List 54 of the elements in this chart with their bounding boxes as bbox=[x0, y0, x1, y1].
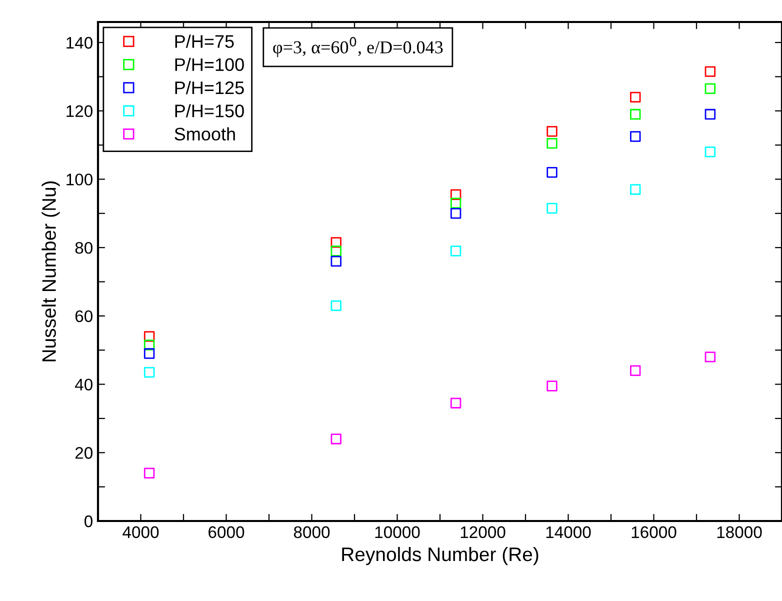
point bbox=[330, 300, 342, 312]
point bbox=[450, 398, 462, 408]
point bbox=[704, 66, 716, 77]
x-tick-label: 18000 bbox=[717, 526, 762, 538]
point bbox=[630, 365, 641, 376]
point bbox=[630, 184, 641, 195]
point bbox=[450, 246, 462, 256]
legend-label: P/H=150 bbox=[175, 104, 244, 118]
y-tick-label: 20 bbox=[75, 447, 92, 459]
point bbox=[704, 352, 716, 362]
x-tick-label: 12000 bbox=[460, 526, 506, 538]
legend-label: P/H=75 bbox=[175, 34, 234, 48]
legend-label: P/H=100 bbox=[175, 58, 244, 72]
point bbox=[546, 202, 558, 214]
point bbox=[630, 92, 641, 103]
point bbox=[546, 138, 558, 149]
legend-label: P/H=125 bbox=[175, 80, 244, 94]
y-tick-label: 100 bbox=[66, 174, 92, 186]
point bbox=[144, 340, 155, 350]
point bbox=[546, 167, 558, 178]
point bbox=[144, 348, 155, 359]
y-axis-title: Nusselt Number (Nu) bbox=[42, 181, 60, 362]
annotation: φ=3, α=60$^{0}$, e/D=0.043 bbox=[273, 36, 443, 58]
point bbox=[704, 83, 716, 94]
y-tick-label: 140 bbox=[66, 36, 92, 49]
point bbox=[330, 256, 342, 267]
point bbox=[330, 237, 342, 248]
y-tick-label: 120 bbox=[66, 105, 92, 118]
point bbox=[630, 108, 641, 120]
point bbox=[330, 434, 342, 444]
point bbox=[144, 331, 155, 342]
point bbox=[450, 198, 462, 208]
point bbox=[704, 146, 716, 158]
point bbox=[144, 366, 155, 378]
y-tick-label: 80 bbox=[75, 242, 92, 254]
x-axis-title: Reynolds Number (Re) bbox=[342, 546, 538, 566]
x-tick-label: 16000 bbox=[632, 526, 676, 538]
legend-label: Smooth bbox=[174, 127, 235, 141]
x-tick-label: 14000 bbox=[546, 526, 591, 538]
y-tick-label: 60 bbox=[75, 310, 92, 322]
point bbox=[546, 126, 558, 137]
point bbox=[450, 208, 462, 219]
y-tick-label: 0 bbox=[84, 515, 92, 528]
point bbox=[144, 468, 155, 479]
point bbox=[630, 131, 641, 142]
point bbox=[450, 189, 462, 200]
x-tick-label: 10000 bbox=[375, 526, 420, 538]
x-tick-label: 8000 bbox=[294, 526, 330, 538]
point bbox=[546, 380, 558, 392]
point bbox=[704, 108, 716, 120]
x-tick-label: 4000 bbox=[122, 526, 159, 538]
x-tick-label: 6000 bbox=[208, 526, 244, 538]
y-tick-label: 40 bbox=[74, 378, 92, 390]
point bbox=[330, 246, 342, 256]
